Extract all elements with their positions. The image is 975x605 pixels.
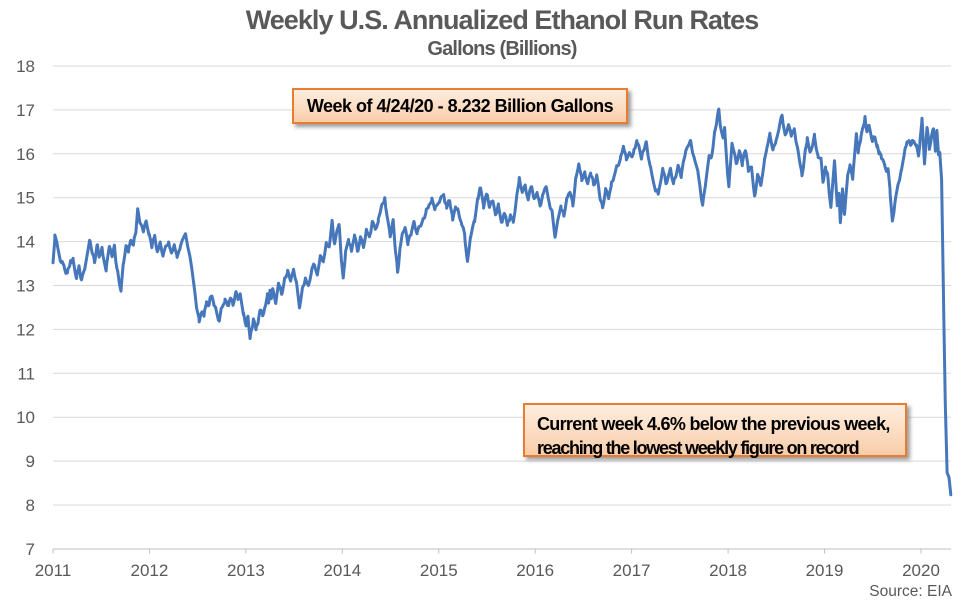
svg-text:12: 12: [16, 320, 35, 339]
svg-text:2020: 2020: [902, 561, 940, 580]
svg-text:2017: 2017: [613, 561, 651, 580]
svg-text:2012: 2012: [130, 561, 168, 580]
svg-text:9: 9: [26, 452, 35, 471]
svg-text:2015: 2015: [420, 561, 458, 580]
svg-text:2018: 2018: [709, 561, 747, 580]
svg-text:11: 11: [17, 364, 35, 383]
svg-text:15: 15: [16, 189, 35, 208]
svg-text:18: 18: [16, 57, 35, 76]
svg-text:2013: 2013: [227, 561, 265, 580]
svg-text:2011: 2011: [35, 561, 72, 580]
svg-text:16: 16: [16, 145, 35, 164]
svg-text:7: 7: [26, 540, 35, 559]
svg-text:2016: 2016: [516, 561, 554, 580]
svg-text:10: 10: [16, 408, 35, 427]
svg-text:8: 8: [26, 496, 35, 515]
svg-text:17: 17: [16, 101, 35, 120]
svg-text:2019: 2019: [806, 561, 844, 580]
svg-text:13: 13: [16, 277, 35, 296]
svg-text:Source: EIA: Source: EIA: [869, 583, 952, 600]
svg-text:14: 14: [16, 233, 35, 252]
svg-text:2014: 2014: [323, 561, 361, 580]
